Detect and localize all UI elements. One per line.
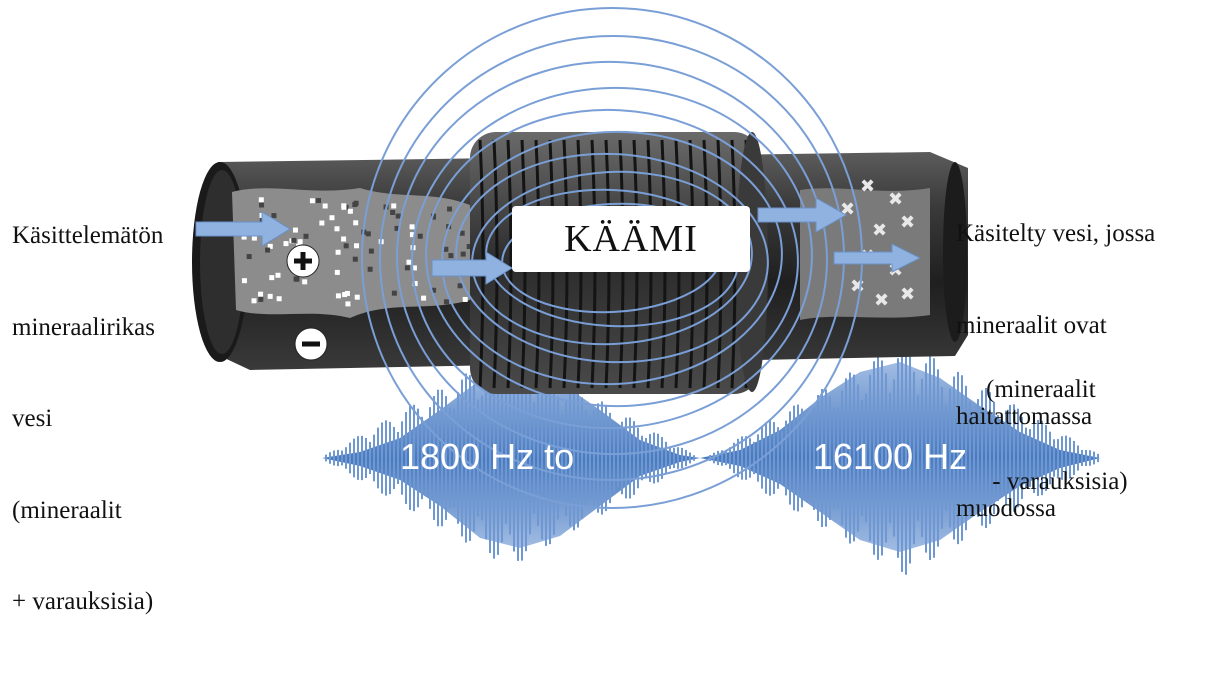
svg-text:✖: ✖	[872, 220, 887, 241]
untreated-water	[232, 188, 470, 318]
right-label-line: Käsitelty vesi, jossa	[956, 220, 1156, 247]
right-label-line: muodossa	[956, 494, 1056, 522]
water-treatment-diagram: ✖✖✖✖✖✖✖✖✖✖ KÄÄMI Käsittelemätön	[12, 6, 1155, 615]
field-line-icon	[361, 6, 863, 509]
treated-water-charge-note: (mineraalit - varauksisia)	[986, 314, 1128, 558]
right-tail-line: (mineraalit	[986, 376, 1096, 403]
svg-text:✖: ✖	[850, 276, 865, 297]
svg-text:✖: ✖	[888, 189, 903, 210]
left-label-line: Käsittelemätön	[12, 222, 164, 249]
svg-text:✖: ✖	[900, 212, 915, 233]
left-label-line: + varauksisia)	[12, 588, 154, 615]
svg-text:✖: ✖	[900, 284, 915, 305]
coil-label: KÄÄMI	[512, 206, 750, 272]
left-label-line: (mineraalit	[12, 496, 122, 524]
frequency-to-label: 16100 Hz	[813, 436, 968, 477]
right-tail-line: - varauksisia)	[986, 467, 1128, 495]
right-label-line: haitattomassa	[956, 403, 1093, 430]
left-label-line: mineraalirikas	[12, 313, 155, 341]
sound-wave-icon	[322, 341, 1100, 575]
right-label-line: mineraalit ovat	[956, 311, 1107, 339]
plus-charge-icon	[286, 244, 320, 278]
frequency-from-label: 1800 Hz to	[400, 436, 575, 477]
left-label-line: vesi	[12, 405, 53, 432]
svg-text:✖: ✖	[874, 290, 889, 311]
treated-water-label: Käsitelty vesi, jossa mineraalit ovat ha…	[956, 158, 1155, 585]
untreated-water-label: Käsittelemätön mineraalirikas vesi (mine…	[12, 160, 163, 679]
minus-charge-icon	[294, 327, 328, 361]
flow-arrow-icon	[195, 197, 922, 285]
svg-text:✖: ✖	[860, 176, 875, 197]
